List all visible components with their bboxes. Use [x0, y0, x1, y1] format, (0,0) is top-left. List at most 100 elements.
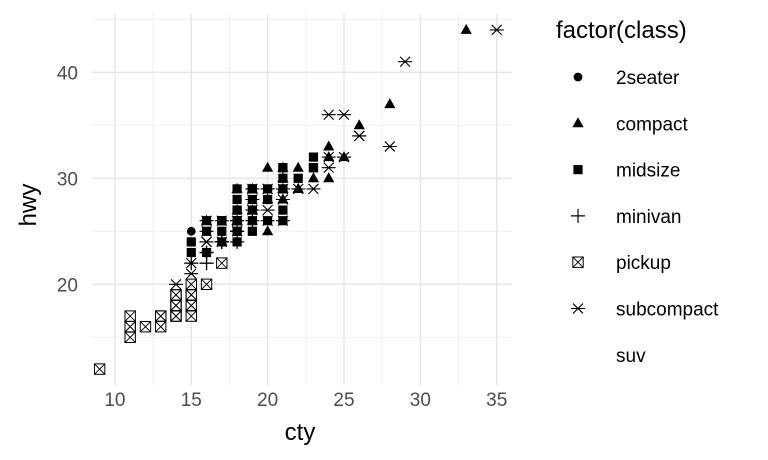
point-subcompact-24	[230, 225, 245, 237]
point-pickup-20	[124, 321, 136, 333]
legend: factor(class) 2seater compact midsize miniv…	[556, 17, 719, 367]
point-compact-14	[323, 151, 335, 162]
legend-label-subcompact: subcompact	[616, 300, 719, 321]
point-midsize-15	[232, 205, 242, 215]
data-points	[93, 23, 504, 375]
point-midsize-30	[247, 226, 257, 236]
point-midsize-32	[293, 173, 303, 183]
point-compact-23	[307, 172, 320, 183]
legend-entry-2seater: 2seater	[573, 68, 680, 89]
point-compact-12	[292, 161, 304, 172]
point-midsize-3	[232, 184, 242, 194]
y-tick-labels: 20 30 40	[57, 63, 78, 296]
point-subcompact-4	[184, 268, 199, 280]
point-midsize-5	[232, 194, 242, 205]
point-subcompact-18	[306, 183, 321, 195]
point-pickup-22	[170, 289, 182, 301]
point-compact-27	[323, 172, 335, 183]
point-compact-28	[292, 182, 304, 193]
point-compact-2	[262, 161, 274, 172]
point-subcompact-11	[321, 109, 336, 121]
legend-key-subcompact	[571, 303, 585, 314]
legend-label-2seater: 2seater	[616, 68, 680, 89]
legend-entry-suv: suv	[616, 346, 646, 367]
legend-key-pickup	[572, 256, 584, 268]
x-axis-title: cty	[285, 419, 316, 446]
point-pickup-3	[124, 310, 136, 322]
point-subcompact-34	[199, 215, 214, 227]
point-pickup-4	[139, 321, 152, 333]
legend-entry-minivan: minivan	[571, 207, 681, 228]
x-tick-label-0: 10	[104, 390, 125, 411]
point-midsize-23	[278, 163, 288, 173]
point-subcompact-5	[169, 278, 183, 290]
point-pickup-0	[93, 363, 106, 375]
point-subcompact-15	[382, 141, 397, 152]
y-tick-label-2: 40	[57, 63, 78, 84]
legend-entry-compact: compact	[572, 114, 689, 135]
point-subcompact-32	[245, 204, 260, 216]
x-tick-label-3: 25	[333, 390, 354, 411]
point-compact-13	[323, 140, 335, 151]
point-midsize-21	[308, 152, 319, 162]
legend-label-midsize: midsize	[616, 161, 680, 182]
point-compact-16	[384, 98, 396, 109]
point-midsize-7	[217, 226, 227, 236]
legend-entry-pickup: pickup	[572, 253, 671, 274]
point-midsize-33	[308, 163, 319, 173]
y-tick-label-1: 30	[57, 169, 78, 190]
point-pickup-21	[185, 299, 197, 312]
legend-label-suv: suv	[616, 346, 646, 367]
point-compact-20	[262, 225, 274, 236]
legend-entry-midsize: midsize	[573, 161, 680, 182]
legend-key-midsize	[573, 165, 583, 175]
legend-key-compact	[572, 117, 584, 128]
x-tick-label-2: 20	[257, 390, 278, 411]
point-compact-29	[277, 193, 289, 204]
grid	[92, 14, 512, 385]
point-subcompact-21	[275, 183, 290, 195]
point-pickup-17	[185, 289, 197, 301]
legend-key-minivan	[571, 208, 585, 223]
point-midsize-35	[186, 247, 196, 258]
point-subcompact-12	[337, 109, 351, 121]
point-subcompact-31	[199, 225, 214, 237]
x-tick-label-1: 15	[181, 390, 202, 411]
point-minivan-10	[199, 245, 214, 260]
legend-entry-subcompact: subcompact	[571, 300, 719, 321]
point-subcompact-30	[214, 215, 229, 227]
point-subcompact-25	[199, 236, 214, 248]
point-pickup-6	[155, 321, 167, 333]
y-axis-title: hwy	[15, 184, 42, 227]
point-pickup-18	[170, 310, 182, 322]
point-midsize-0	[186, 237, 196, 247]
point-subcompact-13	[321, 151, 336, 163]
point-pickup-15	[216, 257, 228, 269]
point-subcompact-8	[260, 215, 275, 227]
point-pickup-14	[200, 278, 213, 291]
point-midsize-11	[263, 194, 273, 205]
point-compact-17	[460, 23, 472, 34]
legend-key-2seater	[573, 72, 583, 82]
point-subcompact-29	[230, 215, 245, 227]
point-compact-15	[353, 119, 365, 130]
point-compact-26	[338, 151, 350, 162]
point-subcompact-10	[275, 215, 290, 227]
y-tick-label-0: 20	[57, 275, 78, 296]
point-subcompact-9	[291, 183, 306, 195]
legend-label-minivan: minivan	[616, 207, 681, 228]
point-pickup-16	[170, 299, 182, 312]
point-subcompact-7	[245, 194, 260, 205]
point-subcompact-17	[489, 24, 504, 36]
point-subcompact-19	[337, 151, 351, 163]
point-subcompact-20	[352, 130, 367, 142]
point-midsize-34	[278, 205, 288, 215]
point-subcompact-33	[260, 183, 275, 195]
x-tick-label-4: 30	[410, 390, 431, 411]
legend-title: factor(class)	[556, 17, 687, 44]
point-subcompact-26	[184, 257, 199, 269]
point-minivan-9	[245, 213, 260, 228]
point-midsize-17	[278, 173, 288, 183]
point-subcompact-16	[398, 56, 413, 68]
